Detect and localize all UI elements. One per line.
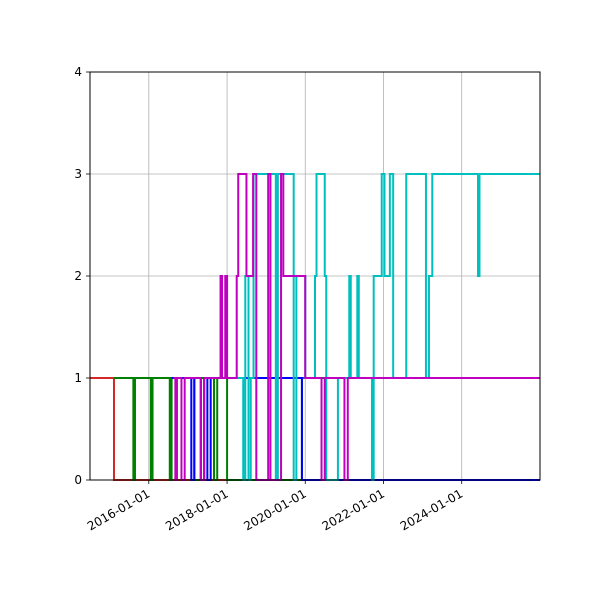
y-tick-label: 2 bbox=[74, 269, 82, 283]
y-tick-label: 3 bbox=[74, 167, 82, 181]
tick-marks bbox=[86, 71, 463, 484]
y-tick-label: 4 bbox=[74, 65, 82, 79]
series-line-4 bbox=[227, 173, 540, 481]
y-tick-label: 1 bbox=[74, 371, 82, 385]
y-tick-label: 0 bbox=[74, 473, 82, 487]
y-tick-labels: 0 1 2 3 4 bbox=[74, 65, 82, 487]
series-line-5 bbox=[173, 173, 540, 481]
